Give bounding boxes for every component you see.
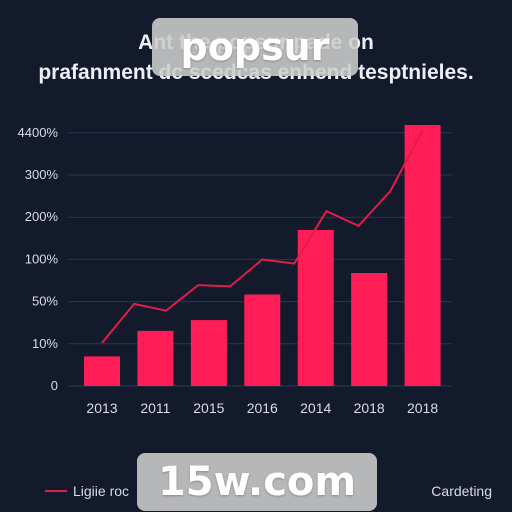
legend-left-label: Ligiie roc [73, 483, 130, 499]
y-tick-label: 300% [25, 167, 59, 182]
x-tick-label: 2018 [407, 400, 438, 416]
bar-2 [190, 320, 227, 386]
y-tick-label: 50% [32, 294, 58, 309]
y-tick-label: 4400% [18, 125, 59, 140]
y-tick-label: 200% [25, 209, 59, 224]
bar-1 [137, 330, 174, 386]
legend-line-swatch [45, 490, 67, 492]
watermark-bottom: 15w.com [137, 453, 377, 511]
y-tick-label: 0 [51, 378, 58, 393]
watermark-top: popsur [152, 18, 358, 76]
legend-right-label: Cardeting [431, 483, 492, 499]
x-tick-label: 2011 [140, 400, 170, 416]
x-tick-label: 2014 [300, 400, 331, 416]
bar-0 [84, 356, 120, 386]
x-tick-label: 2015 [193, 400, 224, 416]
x-tick-label: 2013 [86, 400, 117, 416]
trend-line [101, 129, 424, 344]
bar-6 [404, 124, 441, 387]
x-tick-label: 2018 [354, 400, 385, 416]
bar-5 [351, 272, 388, 386]
y-tick-label: 100% [25, 251, 59, 266]
bar-4 [297, 229, 334, 386]
y-tick-label: 10% [32, 336, 58, 351]
bar-3 [244, 294, 281, 386]
x-tick-label: 2016 [247, 400, 278, 416]
legend-left: Ligiie roc [45, 483, 129, 499]
